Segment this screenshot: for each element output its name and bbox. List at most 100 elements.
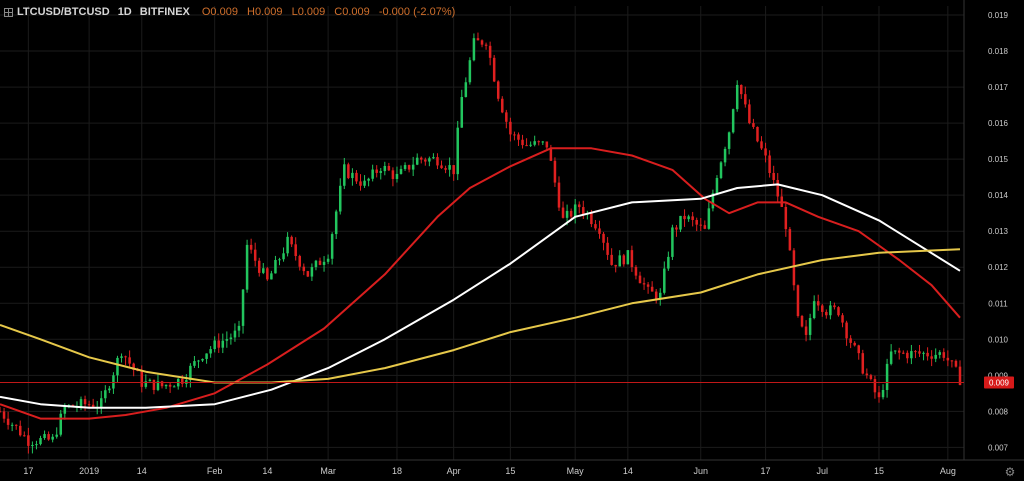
- candle-body: [415, 157, 419, 165]
- candle-body: [274, 259, 277, 274]
- candle-body: [318, 260, 322, 265]
- time-tick-label: Jun: [694, 466, 709, 476]
- candle-body: [338, 185, 342, 212]
- candle-body: [760, 141, 763, 149]
- ma-line-white: [0, 183, 961, 409]
- candle-body: [618, 255, 622, 267]
- candle-body: [387, 165, 391, 171]
- candle-body: [395, 173, 399, 179]
- price-tick-label: 0.008: [988, 407, 1009, 416]
- candle-body: [897, 350, 901, 353]
- candle-body: [237, 325, 241, 331]
- candle-body: [448, 165, 451, 170]
- time-tick-label: 17: [23, 466, 33, 476]
- candle-body: [100, 398, 103, 408]
- candle-body: [942, 352, 946, 358]
- candle-body: [496, 81, 500, 99]
- candle-body: [517, 134, 520, 140]
- candle-body: [541, 141, 545, 143]
- candle-body: [420, 157, 423, 160]
- candle-body: [577, 204, 581, 208]
- candle-body: [902, 352, 905, 354]
- symbol-label[interactable]: LTCUSD/BTCUSD: [17, 6, 110, 18]
- candle-body: [954, 360, 958, 367]
- candle-body: [14, 424, 18, 426]
- price-tick-label: 0.015: [988, 155, 1009, 164]
- candle-body: [590, 213, 593, 225]
- candle-body: [193, 361, 196, 366]
- candle-body: [492, 57, 496, 82]
- candle-body: [735, 84, 739, 110]
- interval-label[interactable]: 1D: [117, 6, 132, 18]
- candle-body: [343, 164, 346, 186]
- time-tick-label: 14: [262, 466, 272, 476]
- candle-body: [217, 340, 220, 348]
- candle-body: [630, 250, 634, 268]
- candle-body: [225, 339, 229, 341]
- candle-body: [606, 242, 609, 255]
- candle-body: [501, 98, 504, 113]
- time-tick-label: 15: [874, 466, 884, 476]
- candle-body: [505, 112, 508, 122]
- high-value: H0.009: [247, 6, 283, 18]
- candle-body: [934, 354, 937, 359]
- candle-body: [185, 380, 188, 384]
- candle-body: [104, 390, 107, 399]
- candle-body: [383, 165, 387, 172]
- candle-body: [0, 411, 2, 413]
- candle-body: [719, 162, 723, 178]
- settings-gear-icon[interactable]: ⚙: [1004, 465, 1016, 479]
- candle-body: [83, 399, 87, 405]
- time-tick-label: May: [567, 466, 585, 476]
- candle-body: [598, 228, 601, 234]
- candle-body: [841, 315, 844, 323]
- candle-body: [683, 215, 686, 220]
- price-tick-label: 0.017: [988, 83, 1009, 92]
- candle-body: [201, 358, 204, 361]
- change-value: -0.000 (-2.07%): [378, 6, 456, 18]
- candle-body: [51, 436, 54, 440]
- candle-body: [480, 40, 484, 45]
- candle-body: [148, 379, 152, 382]
- candle-body: [59, 413, 63, 435]
- candle-body: [687, 216, 690, 220]
- candle-body: [468, 60, 472, 83]
- candle-body: [355, 172, 358, 182]
- candle-body: [869, 375, 873, 380]
- candle-body: [229, 337, 233, 340]
- candle-body: [537, 141, 540, 143]
- candle-body: [444, 168, 447, 170]
- candle-body: [521, 139, 524, 146]
- candle-body: [930, 356, 933, 359]
- candle-body: [667, 256, 670, 269]
- candle-body: [132, 363, 135, 370]
- candle-body: [699, 224, 703, 226]
- candle-body: [156, 381, 160, 390]
- candle-body: [456, 127, 459, 175]
- time-tick-label: Apr: [447, 466, 461, 476]
- candle-body: [889, 351, 893, 364]
- candle-body: [582, 207, 585, 215]
- candle-body: [768, 155, 771, 173]
- candle-body: [691, 216, 694, 220]
- expand-icon[interactable]: [4, 7, 13, 17]
- time-tick-label: 2019: [79, 466, 99, 476]
- candle-body: [808, 318, 812, 335]
- chart-header: LTCUSD/BTCUSD 1D BITFINEX O0.009 H0.009 …: [4, 4, 461, 20]
- candle-body: [334, 211, 338, 235]
- candle-body: [371, 169, 374, 179]
- candle-body: [249, 244, 253, 250]
- candle-body: [432, 157, 435, 159]
- candle-body: [756, 126, 759, 142]
- candle-body: [452, 165, 455, 175]
- candle-body: [695, 219, 698, 225]
- time-tick-label: 14: [137, 466, 147, 476]
- candle-body: [561, 207, 565, 218]
- candle-body: [488, 45, 492, 58]
- candle-body: [379, 171, 383, 173]
- candle-body: [205, 353, 208, 359]
- candle-body: [529, 144, 532, 146]
- candle-body: [164, 384, 168, 387]
